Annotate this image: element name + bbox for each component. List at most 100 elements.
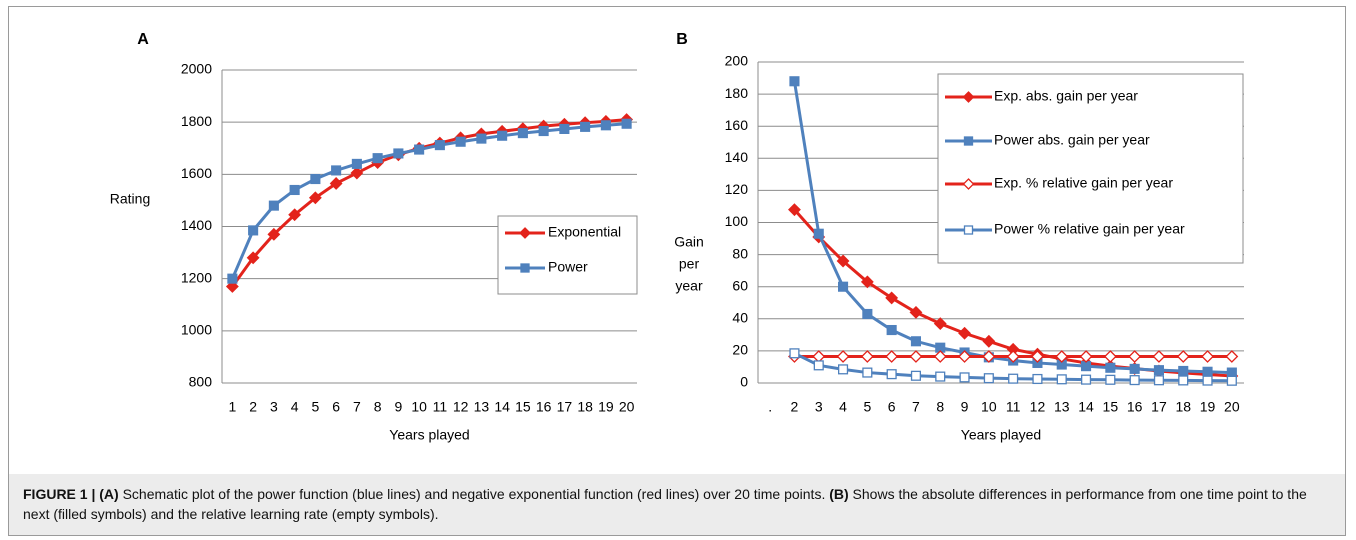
data-point — [1128, 350, 1142, 363]
x-tick-label: 20 — [619, 399, 635, 415]
data-point — [1055, 350, 1069, 363]
x-tick-label: 16 — [536, 399, 552, 415]
x-tick-label: 19 — [598, 399, 614, 415]
data-point — [862, 308, 873, 320]
x-tick-label: 5 — [863, 399, 871, 415]
data-point — [1081, 374, 1092, 385]
data-point — [909, 305, 923, 319]
x-tick-label: 3 — [815, 399, 823, 415]
x-tick-label: 7 — [912, 399, 920, 415]
data-point — [1006, 350, 1020, 363]
x-tick-label: 20 — [1224, 399, 1240, 415]
data-point — [329, 177, 343, 190]
x-tick-label: 10 — [411, 399, 427, 415]
data-point — [1129, 363, 1140, 374]
data-point — [910, 370, 921, 381]
data-point — [1105, 374, 1116, 385]
panel-label: A — [137, 31, 149, 48]
data-point — [559, 123, 570, 134]
legend-marker — [519, 227, 531, 239]
x-tick-label: 10 — [981, 399, 997, 415]
data-point — [1103, 350, 1117, 363]
data-point — [1202, 375, 1213, 386]
y-tick-label: 1800 — [181, 113, 212, 129]
data-point — [497, 130, 508, 141]
data-point — [789, 76, 800, 87]
caption-text: Shows the absolute differences in perfor… — [23, 486, 1311, 522]
data-point — [860, 275, 874, 289]
data-point — [267, 227, 281, 241]
figure-frame — [8, 6, 1346, 536]
data-point — [372, 153, 383, 164]
data-point — [983, 373, 994, 384]
data-point — [1081, 361, 1092, 372]
x-tick-label: 17 — [1151, 399, 1167, 415]
data-point — [476, 133, 487, 144]
x-tick-label: 14 — [1078, 399, 1094, 415]
legend-label: Exp. abs. gain per year — [994, 88, 1138, 104]
data-point — [268, 200, 279, 211]
data-point — [789, 348, 800, 359]
x-tick-label: 12 — [1030, 399, 1046, 415]
data-point — [1008, 373, 1019, 384]
data-point — [289, 184, 300, 196]
data-point — [1176, 350, 1190, 363]
data-point — [434, 140, 445, 151]
data-point — [393, 148, 404, 159]
x-tick-label: 18 — [577, 399, 593, 415]
data-point — [860, 350, 874, 363]
data-point — [288, 208, 302, 222]
data-point — [414, 144, 425, 155]
data-point — [1105, 362, 1116, 373]
data-point — [1032, 373, 1043, 385]
x-tick-label: 15 — [515, 399, 531, 415]
data-point — [331, 165, 342, 176]
data-point — [886, 369, 897, 380]
x-tick-label: 14 — [494, 399, 510, 415]
y-tick-label: 1200 — [181, 269, 212, 285]
x-tick-label: 2 — [249, 399, 257, 415]
data-point — [246, 251, 260, 265]
legend-label: Exp. % relative gain per year — [994, 175, 1173, 191]
data-point — [836, 350, 850, 363]
data-point — [886, 324, 897, 336]
y-tick-label: 80 — [732, 245, 748, 261]
data-point — [455, 136, 466, 147]
legend-box — [497, 215, 638, 295]
data-point — [1056, 374, 1067, 385]
panel-label: B — [676, 31, 688, 48]
legend-marker — [963, 225, 974, 235]
y-tick-label: 180 — [725, 85, 749, 101]
y-tick-label: 200 — [725, 53, 749, 69]
legend-label: Exponential — [548, 224, 621, 240]
y-tick-label: 20 — [732, 342, 748, 358]
data-point — [838, 281, 849, 292]
legend-marker — [962, 91, 975, 103]
data-point — [1226, 367, 1237, 378]
x-tick-label: 13 — [1054, 399, 1070, 415]
x-tick-label: 2 — [791, 399, 799, 415]
data-point — [862, 367, 873, 378]
data-point — [1225, 350, 1239, 363]
data-point — [933, 317, 947, 331]
data-point — [351, 158, 362, 169]
data-point — [910, 336, 921, 347]
data-point — [1153, 375, 1165, 386]
data-point — [1201, 350, 1214, 363]
data-point — [1079, 350, 1093, 363]
data-point — [517, 128, 528, 139]
x-tick-label: 4 — [839, 399, 847, 415]
x-tick-label: 19 — [1200, 399, 1216, 415]
x-tick-label: 6 — [332, 399, 340, 415]
x-tick-label: 9 — [394, 399, 402, 415]
x-tick-label: 18 — [1175, 399, 1191, 415]
data-point — [1152, 350, 1166, 363]
y-axis-title: year — [675, 278, 703, 294]
legend-label: Power abs. gain per year — [994, 132, 1150, 148]
data-point — [227, 273, 238, 284]
data-point — [225, 280, 239, 293]
caption: FIGURE 1 | (A) Schematic plot of the pow… — [9, 474, 1345, 535]
data-point — [788, 203, 801, 217]
data-point — [982, 334, 996, 348]
